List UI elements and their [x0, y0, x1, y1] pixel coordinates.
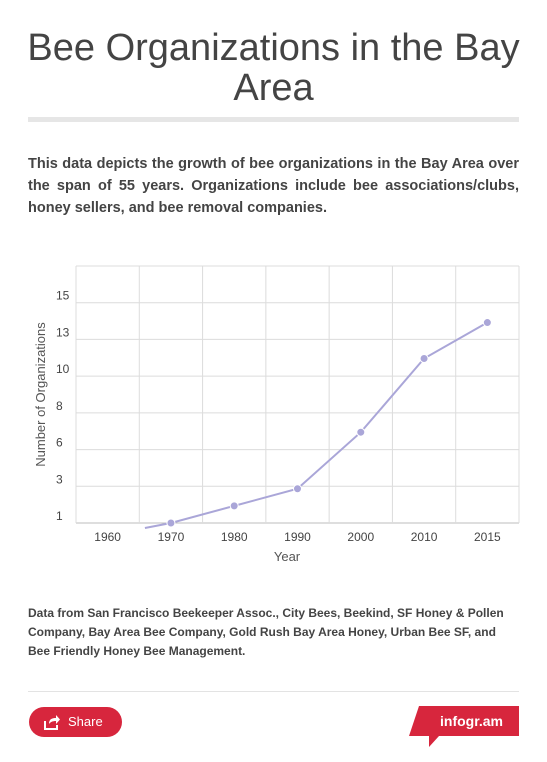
- chart-series: [144, 318, 492, 529]
- y-tick-label: 15: [56, 289, 70, 303]
- description: This data depicts the growth of bee orga…: [28, 156, 519, 216]
- share-icon: [44, 715, 60, 730]
- x-tick-label: 1980: [221, 530, 248, 544]
- series-line: [144, 321, 488, 529]
- footer-divider: [28, 691, 519, 692]
- infogram-badge-shape: [409, 706, 519, 747]
- data-point: [166, 518, 176, 528]
- y-tick-label: 8: [56, 399, 63, 413]
- y-tick-label: 1: [56, 509, 63, 523]
- line-chart: 1 3 6 8 10 13 15 1960 1970 1980 1990 2000 2010 2015 …: [0, 240, 547, 570]
- y-axis-title: Number of Organizations: [33, 322, 48, 467]
- source-note: Data from San Francisco Beekeeper Assoc.…: [28, 606, 504, 658]
- page-title: Bee Organizations in the Bay Area: [27, 27, 520, 109]
- x-tick-label: 2015: [474, 530, 501, 544]
- x-tick-label: 2010: [411, 530, 438, 544]
- x-tick-label: 2000: [347, 530, 374, 544]
- data-point: [293, 484, 302, 494]
- data-point: [229, 501, 239, 511]
- y-tick-label: 3: [56, 472, 63, 486]
- infogram-label: infogr.am: [440, 713, 504, 729]
- infogram-logo[interactable]: infogr.am: [409, 706, 519, 748]
- y-tick-label: 6: [56, 436, 63, 450]
- share-button[interactable]: Share: [29, 707, 122, 737]
- y-tick-label: 10: [56, 362, 70, 376]
- data-point: [419, 354, 429, 364]
- x-tick-label: 1990: [284, 530, 311, 544]
- x-axis-title: Year: [274, 549, 301, 564]
- share-label: Share: [68, 714, 103, 729]
- title-divider: [28, 117, 519, 122]
- x-tick-label: 1970: [158, 530, 185, 544]
- x-tick-labels: 1960 1970 1980 1990 2000 2010 2015: [94, 530, 501, 544]
- data-point: [356, 427, 366, 437]
- y-tick-label: 13: [56, 325, 70, 339]
- x-tick-label: 1960: [94, 530, 121, 544]
- data-point: [482, 318, 492, 328]
